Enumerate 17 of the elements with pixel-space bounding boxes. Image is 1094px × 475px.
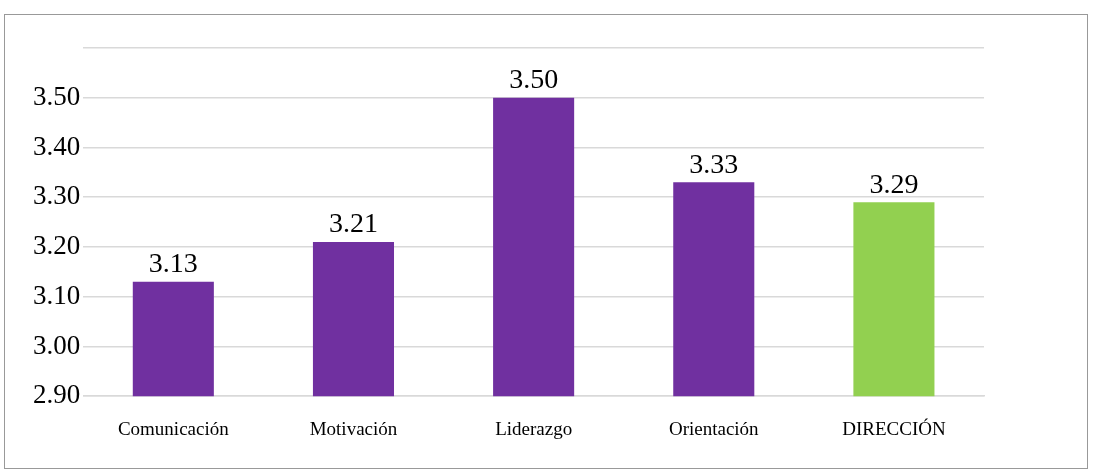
y-tick-label: 3.00 xyxy=(33,329,81,360)
x-tick-label: Comunicación xyxy=(117,417,230,439)
data-label: 3.33 xyxy=(689,147,739,179)
data-label: 3.50 xyxy=(509,63,559,95)
x-tick-label: DIRECCIÓN xyxy=(842,417,946,439)
data-label: 3.21 xyxy=(328,207,378,239)
y-tick-label: 2.90 xyxy=(33,379,81,410)
x-tick-label: Liderazgo xyxy=(495,417,573,439)
data-label: 3.29 xyxy=(869,167,919,199)
y-tick-label: 3.40 xyxy=(33,130,81,161)
y-tick-label: 3.10 xyxy=(33,279,81,310)
y-tick-label: 3.30 xyxy=(33,180,81,211)
y-tick-label: 3.50 xyxy=(33,80,81,111)
data-label: 3.13 xyxy=(148,247,198,279)
x-tick-label: Motivación xyxy=(309,417,398,439)
x-tick-label: Orientación xyxy=(668,417,760,439)
y-tick-label: 3.20 xyxy=(33,230,81,261)
